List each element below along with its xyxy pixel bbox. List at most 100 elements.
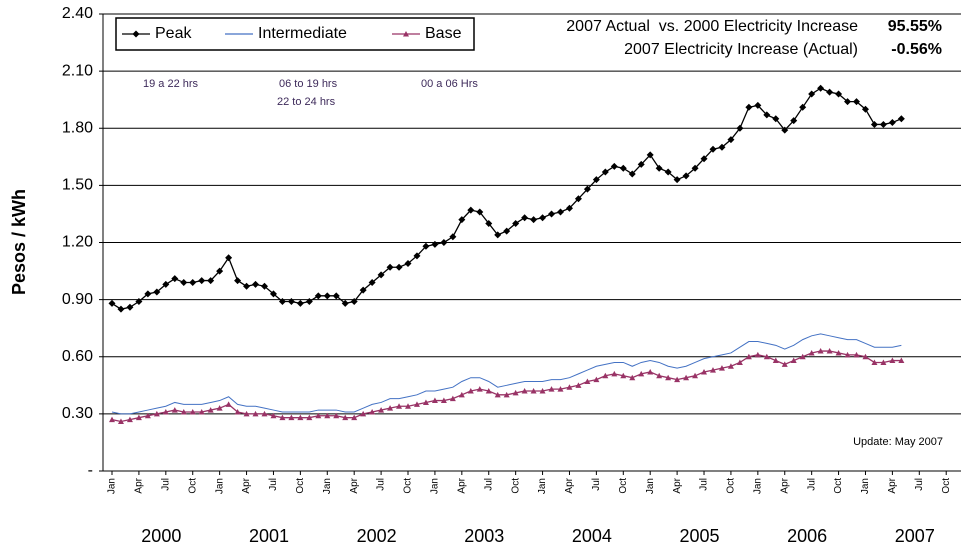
point [665, 374, 672, 381]
point [180, 408, 187, 415]
y-tick-label: 0.90 [62, 291, 93, 308]
point [485, 388, 492, 394]
point [405, 403, 412, 409]
point [305, 298, 313, 306]
point [835, 90, 843, 98]
point [592, 176, 600, 184]
point [808, 349, 815, 356]
year-label: 2005 [680, 526, 720, 546]
point [521, 388, 528, 394]
point [395, 263, 403, 271]
point [727, 363, 734, 369]
point [135, 298, 143, 306]
point [691, 164, 699, 172]
point [449, 233, 457, 241]
year-label: 2000 [141, 526, 181, 546]
point [314, 292, 322, 300]
x-tick-label: Jul [699, 478, 710, 491]
point [216, 267, 224, 275]
point [763, 353, 770, 360]
point [565, 204, 573, 212]
point [288, 414, 295, 421]
point [574, 195, 582, 203]
annotation: 19 a 22 hrs [143, 78, 199, 90]
x-tick-label: Jan [107, 478, 118, 494]
point [243, 282, 251, 290]
point [799, 353, 806, 360]
series-line [111, 333, 902, 415]
point [494, 391, 501, 398]
point [844, 98, 852, 106]
point [790, 357, 797, 364]
point [162, 280, 170, 288]
point [278, 298, 286, 306]
point [225, 254, 233, 262]
point [108, 299, 116, 307]
point [503, 391, 510, 398]
point [817, 348, 824, 354]
point [351, 414, 358, 421]
x-tick-label: Jan [430, 478, 441, 494]
point [180, 278, 188, 286]
x-tick-label: Oct [403, 478, 414, 494]
point [584, 378, 591, 385]
x-tick-label: Apr [456, 477, 467, 493]
x-tick-label: Oct [618, 478, 629, 494]
point [889, 357, 896, 364]
point [341, 299, 349, 307]
y-tick-label: 0.60 [62, 348, 93, 365]
point [109, 416, 115, 423]
point [171, 275, 179, 283]
point [503, 227, 511, 235]
x-tick-label: Apr [349, 477, 360, 493]
point [817, 84, 825, 92]
point [557, 386, 564, 392]
point [378, 407, 385, 413]
point [279, 414, 286, 421]
point [548, 386, 555, 392]
point [144, 412, 151, 419]
point [861, 105, 869, 113]
point [189, 408, 196, 415]
point [718, 143, 726, 151]
point [898, 357, 905, 364]
y-tick-label: 1.20 [62, 234, 93, 251]
point [332, 292, 340, 300]
x-tick-label: Oct [510, 478, 521, 494]
point [270, 412, 277, 419]
point [467, 388, 474, 394]
point [709, 145, 717, 153]
point [467, 206, 475, 214]
point [530, 216, 538, 224]
x-tick-label: Oct [833, 478, 844, 494]
point [655, 164, 663, 172]
x-tick-label: Apr [241, 477, 252, 493]
point [781, 361, 788, 367]
point [207, 277, 215, 285]
x-tick-label: Oct [941, 478, 952, 494]
x-tick-label: Jan [860, 478, 871, 494]
point [637, 160, 645, 168]
point [252, 410, 259, 417]
point [790, 117, 798, 125]
point [315, 412, 322, 419]
point [664, 168, 672, 176]
point [269, 290, 277, 298]
point [799, 103, 807, 111]
point [826, 88, 834, 96]
point [826, 348, 833, 354]
point [844, 351, 851, 358]
year-label: 2006 [787, 526, 827, 546]
year-label: 2002 [357, 526, 397, 546]
point [171, 407, 178, 413]
point [234, 277, 242, 285]
point [126, 303, 134, 311]
point [485, 219, 493, 227]
point [234, 408, 241, 415]
point [458, 391, 465, 398]
y-tick-label: - [88, 462, 93, 479]
point [888, 119, 896, 127]
point [736, 359, 743, 365]
point [763, 111, 771, 119]
legend-label: Base [425, 25, 462, 42]
